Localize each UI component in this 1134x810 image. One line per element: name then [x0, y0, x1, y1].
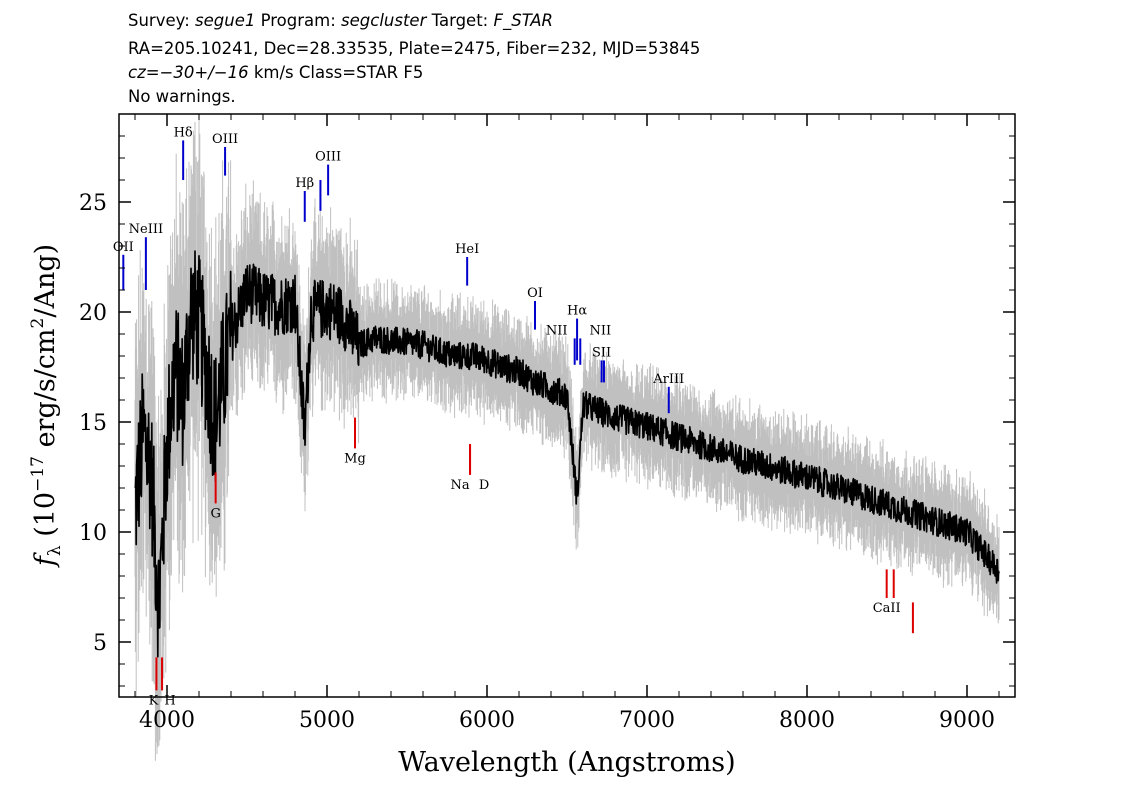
absorption-line-label: G — [210, 506, 220, 521]
y-tick-label: 5 — [93, 631, 107, 656]
absorption-line-label: CaII — [873, 601, 901, 616]
redshift-rest: km/s Class=STAR F5 — [253, 63, 424, 82]
emission-line-label: SII — [592, 345, 611, 360]
absorption-line-label: D — [479, 478, 489, 493]
survey-value: segue1 — [195, 11, 256, 30]
program-label: Program: — [260, 11, 336, 30]
emission-line-label: Hβ — [295, 176, 314, 191]
x-tick-label: 4000 — [139, 708, 195, 733]
x-tick-label: 9000 — [939, 708, 995, 733]
x-tick-label: 5000 — [299, 708, 355, 733]
x-tick-label: 6000 — [459, 708, 515, 733]
flux-series — [134, 250, 1000, 658]
emission-line-label: ArIII — [652, 372, 684, 387]
flux-line — [134, 250, 1000, 658]
emission-line-label: OIII — [315, 150, 341, 165]
y-tick-label: 15 — [79, 411, 107, 436]
emission-line-label: OI — [527, 286, 543, 301]
header-line-4: No warnings. — [128, 87, 236, 106]
emission-line-label: OIII — [212, 132, 238, 147]
emission-line-label: Hδ — [174, 125, 193, 140]
program-value: segcluster — [341, 11, 427, 30]
emission-line-label: OII — [113, 240, 134, 255]
axis-ticks: 4000 5000 6000 7000 8000 9000 5 10 15 20 25 — [79, 114, 1015, 733]
absorption-line-label: Mg — [344, 451, 366, 466]
emission-line-label: NeIII — [129, 222, 163, 237]
header-line-1: Survey: segue1 Program: segcluster Targe… — [128, 10, 553, 32]
x-tick-label: 7000 — [619, 708, 675, 733]
x-axis-label: Wavelength (Angstroms) — [398, 747, 735, 778]
emission-line-label: Hα — [567, 304, 587, 319]
absorption-line-label: K — [149, 693, 159, 708]
y-tick-label: 10 — [79, 521, 107, 546]
y-axis-label: fλ (10−17 erg/s/cm2/Ang) — [28, 244, 65, 568]
header-line-2: RA=205.10241, Dec=28.33535, Plate=2475, … — [128, 39, 701, 58]
header-line-3: cz=−30+/−16 km/s Class=STAR F5 — [128, 62, 423, 84]
error-band — [134, 113, 1000, 761]
x-tick-label: 8000 — [779, 708, 835, 733]
target-label: Target: — [431, 11, 489, 30]
plot-frame — [118, 113, 1016, 698]
y-tick-label: 25 — [79, 191, 107, 216]
absorption-line-label: H — [164, 693, 175, 708]
emission-line-label: HeI — [455, 242, 479, 257]
absorption-line-label: Na — [450, 478, 469, 493]
emission-line-label: NII — [546, 323, 568, 338]
survey-label: Survey: — [128, 11, 190, 30]
emission-line-label: NII — [589, 323, 611, 338]
redshift-value: cz=−30+/−16 — [128, 63, 249, 82]
target-value: F_STAR — [493, 11, 554, 30]
error-band-path — [134, 113, 1000, 761]
y-tick-label: 20 — [79, 301, 107, 326]
